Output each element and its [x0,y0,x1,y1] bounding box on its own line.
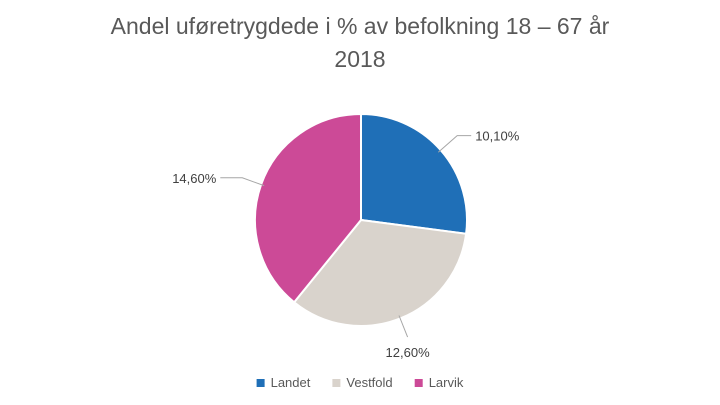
data-label-vestfold: 12,60% [386,345,431,360]
legend-label-vestfold: Vestfold [346,375,392,390]
legend-swatch-landet [256,379,265,387]
leader-line-vestfold [398,315,409,338]
legend-swatch-larvik [414,379,423,387]
leader-line-landet [437,135,472,153]
chart-title-line-2: 2018 [334,46,385,72]
data-label-landet: 10,10% [475,129,520,144]
pie-slices [254,112,468,327]
data-labels: 10,10% 12,60% 14,60% [172,129,520,361]
data-label-larvik: 14,60% [172,171,217,186]
legend-swatch-vestfold [332,379,341,387]
leader-line-larvik [220,177,265,187]
legend-label-landet: Landet [271,375,311,390]
chart-title-line-1: Andel uføretrygdede i % av befolkning 18… [111,13,610,39]
legend-label-larvik: Larvik [429,375,464,390]
pie-slice-landet [360,112,468,235]
legend: Landet Vestfold Larvik [256,375,464,390]
